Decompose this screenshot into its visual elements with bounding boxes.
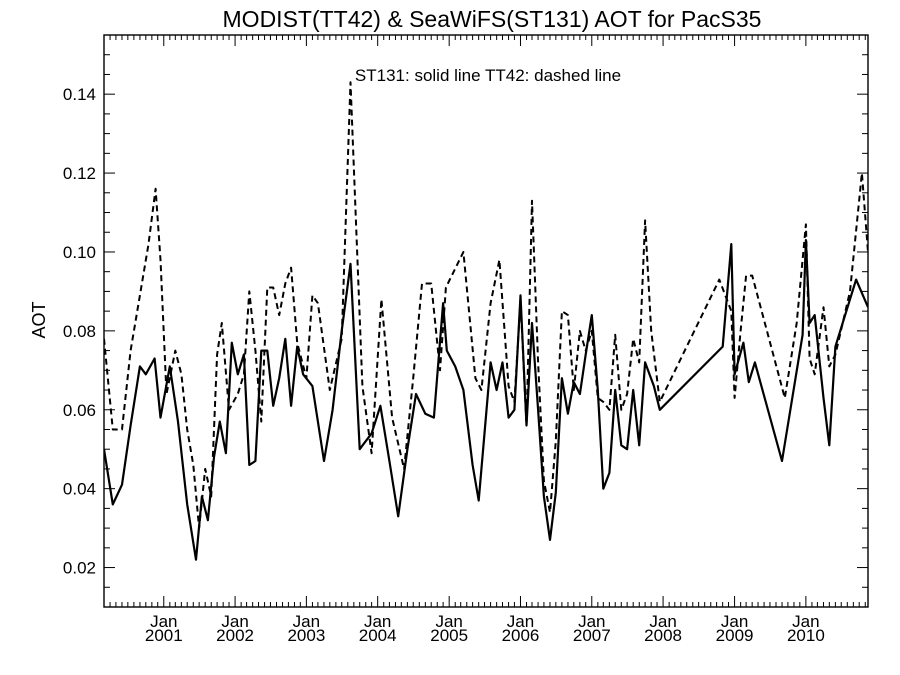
x-tick-label-month: Jan <box>721 612 748 631</box>
x-tick-label-year: 2008 <box>644 626 682 645</box>
x-tick-label-year: 2010 <box>787 626 825 645</box>
x-tick-label-year: 2005 <box>430 626 468 645</box>
x-tick-label-month: Jan <box>293 612 320 631</box>
x-tick-label-month: Jan <box>507 612 534 631</box>
series-line-tt42 <box>104 81 868 530</box>
x-tick-label-year: 2004 <box>359 626 397 645</box>
series-layer <box>104 81 868 561</box>
y-tick-label: 0.04 <box>63 480 96 499</box>
y-tick-label: 0.06 <box>63 401 96 420</box>
x-tick-label-month: Jan <box>364 612 391 631</box>
x-tick-label-year: 2009 <box>716 626 754 645</box>
y-tick-label: 0.14 <box>63 85 96 104</box>
y-tick-label: 0.02 <box>63 559 96 578</box>
x-tick-label-year: 2007 <box>573 626 611 645</box>
series-line-st131 <box>104 239 868 561</box>
x-tick-label-year: 2002 <box>216 626 254 645</box>
y-axis-ticks: 0.02 0.04 0.06 0.08 0.10 0.12 0.14 <box>63 34 868 608</box>
x-tick-label-year: 2001 <box>145 626 183 645</box>
y-tick-label: 0.08 <box>63 322 96 341</box>
y-axis-label: AOT <box>29 301 49 338</box>
x-tick-label-month: Jan <box>649 612 676 631</box>
x-tick-label-month: Jan <box>435 612 462 631</box>
y-tick-label: 0.12 <box>63 164 96 183</box>
x-tick-label-month: Jan <box>792 612 819 631</box>
x-tick-label-month: Jan <box>221 612 248 631</box>
series-key-annotation: ST131: solid line TT42: dashed line <box>355 66 621 85</box>
x-tick-label-year: 2003 <box>287 626 325 645</box>
x-tick-label-month: Jan <box>150 612 177 631</box>
y-tick-label: 0.10 <box>63 243 96 262</box>
plot-frame <box>103 34 869 608</box>
chart-title: MODIST(TT42) & SeaWiFS(ST131) AOT for Pa… <box>223 6 762 32</box>
x-axis-ticks: Jan2001Jan2002Jan2003Jan2004Jan2005Jan20… <box>103 35 866 645</box>
x-tick-label-year: 2006 <box>502 626 540 645</box>
x-tick-label-month: Jan <box>578 612 605 631</box>
